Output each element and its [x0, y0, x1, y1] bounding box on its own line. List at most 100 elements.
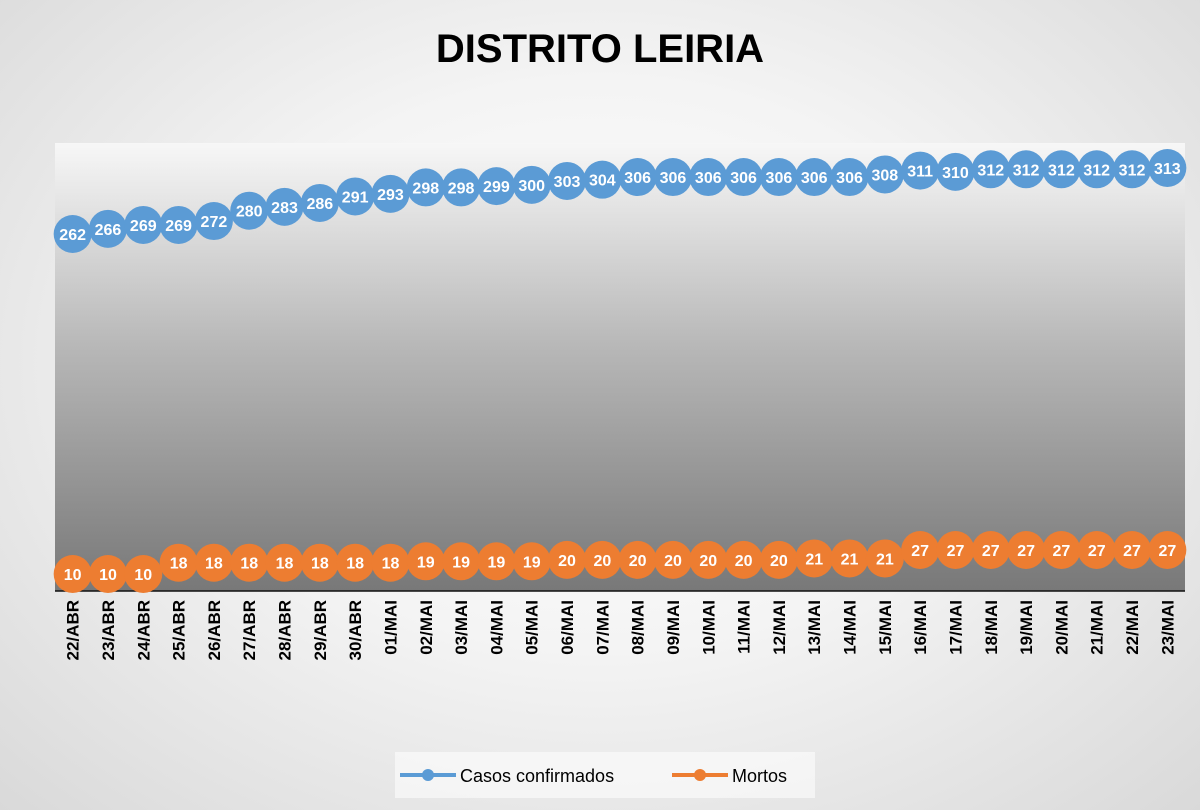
data-label: 27	[1088, 543, 1106, 560]
data-label: 306	[836, 170, 863, 187]
data-point	[1042, 150, 1081, 189]
x-tick-label: 19/MAI	[1017, 600, 1036, 655]
data-label: 306	[695, 170, 722, 187]
data-point	[124, 205, 163, 244]
data-label: 312	[977, 162, 1004, 179]
legend-item-1: Mortos	[672, 766, 787, 786]
data-point	[265, 187, 304, 226]
x-tick-label: 02/MAI	[417, 600, 436, 655]
x-tick-label: 04/MAI	[487, 600, 506, 655]
x-tick-label: 30/ABR	[346, 600, 365, 660]
x-tick-label: 18/MAI	[982, 600, 1001, 655]
data-label: 20	[735, 553, 753, 570]
data-point	[653, 540, 692, 579]
data-label: 298	[412, 180, 439, 197]
x-tick-label: 10/MAI	[699, 600, 718, 655]
legend-marker	[422, 769, 434, 781]
data-point	[124, 555, 163, 593]
data-label: 306	[624, 170, 651, 187]
data-point	[583, 160, 622, 199]
data-point	[88, 555, 127, 593]
x-tick-label: 03/MAI	[452, 600, 471, 655]
data-label: 300	[518, 178, 545, 195]
data-point	[265, 543, 304, 582]
data-label: 10	[134, 567, 152, 584]
x-tick-label: 15/MAI	[876, 600, 895, 655]
data-label: 21	[805, 551, 823, 568]
data-point	[53, 555, 92, 593]
data-point	[865, 539, 904, 578]
data-point	[371, 174, 410, 213]
x-tick-label: 27/ABR	[240, 600, 259, 660]
x-tick-label: 11/MAI	[735, 600, 754, 654]
data-point	[795, 539, 834, 578]
data-label: 286	[306, 196, 333, 213]
data-point	[830, 158, 869, 197]
data-point	[1148, 149, 1187, 187]
data-point	[618, 158, 657, 197]
x-tick-label: 01/MAI	[381, 600, 400, 655]
x-tick-label: 09/MAI	[664, 600, 683, 655]
data-point	[724, 158, 763, 197]
data-label: 19	[488, 554, 506, 571]
data-label: 269	[130, 218, 157, 235]
data-label: 27	[947, 543, 965, 560]
chart-title: DISTRITO LEIRIA	[436, 27, 764, 71]
data-point	[865, 155, 904, 194]
data-label: 312	[1119, 162, 1146, 179]
data-point	[1007, 531, 1046, 569]
x-tick-label: 05/MAI	[523, 600, 542, 655]
data-point	[406, 542, 445, 581]
data-label: 27	[982, 543, 1000, 560]
x-tick-label: 08/MAI	[629, 600, 648, 655]
data-point	[901, 151, 940, 190]
data-point	[548, 540, 587, 579]
data-label: 27	[1158, 543, 1176, 560]
data-label: 312	[1048, 162, 1075, 179]
x-tick-label: 13/MAI	[805, 600, 824, 655]
data-point	[689, 158, 728, 197]
data-label: 20	[770, 553, 788, 570]
x-tick-label: 16/MAI	[911, 600, 930, 655]
data-label: 27	[1017, 543, 1035, 560]
data-point	[936, 152, 975, 191]
data-label: 299	[483, 179, 510, 196]
data-point	[830, 539, 869, 578]
data-label: 272	[201, 214, 228, 231]
x-tick-label: 23/MAI	[1158, 600, 1177, 655]
legend: Casos confirmados Mortos	[400, 766, 787, 786]
data-label: 21	[876, 551, 894, 568]
x-tick-label: 24/ABR	[134, 600, 153, 660]
data-label: 308	[871, 167, 898, 184]
data-label: 20	[593, 553, 611, 570]
data-label: 266	[95, 222, 122, 239]
x-tick-label: 22/ABR	[64, 600, 83, 660]
data-label: 298	[448, 180, 475, 197]
data-label: 10	[99, 567, 117, 584]
data-point	[512, 542, 551, 581]
data-point	[512, 165, 551, 204]
data-label: 18	[276, 556, 294, 573]
legend-label: Casos confirmados	[460, 766, 614, 786]
data-label: 293	[377, 187, 404, 204]
data-label: 18	[205, 556, 223, 573]
data-point	[88, 209, 127, 248]
data-label: 312	[1083, 162, 1110, 179]
data-point	[583, 540, 622, 579]
data-point	[1077, 150, 1116, 189]
x-tick-label: 12/MAI	[770, 600, 789, 655]
x-tick-label: 20/MAI	[1052, 600, 1071, 655]
data-label: 310	[942, 165, 969, 182]
data-label: 306	[766, 170, 793, 187]
x-tick-label: 28/ABR	[276, 600, 295, 660]
legend-box	[395, 752, 815, 798]
data-label: 311	[907, 164, 933, 181]
data-point	[759, 540, 798, 579]
data-label: 306	[801, 170, 828, 187]
series-1: 10 10 10 18 18 18 18 18 18 18 19 19 19 19 20 20 20 20 20 20…	[53, 531, 1187, 593]
data-point	[1042, 531, 1081, 569]
data-label: 19	[452, 554, 470, 571]
data-label: 304	[589, 173, 616, 190]
data-label: 27	[911, 543, 929, 560]
